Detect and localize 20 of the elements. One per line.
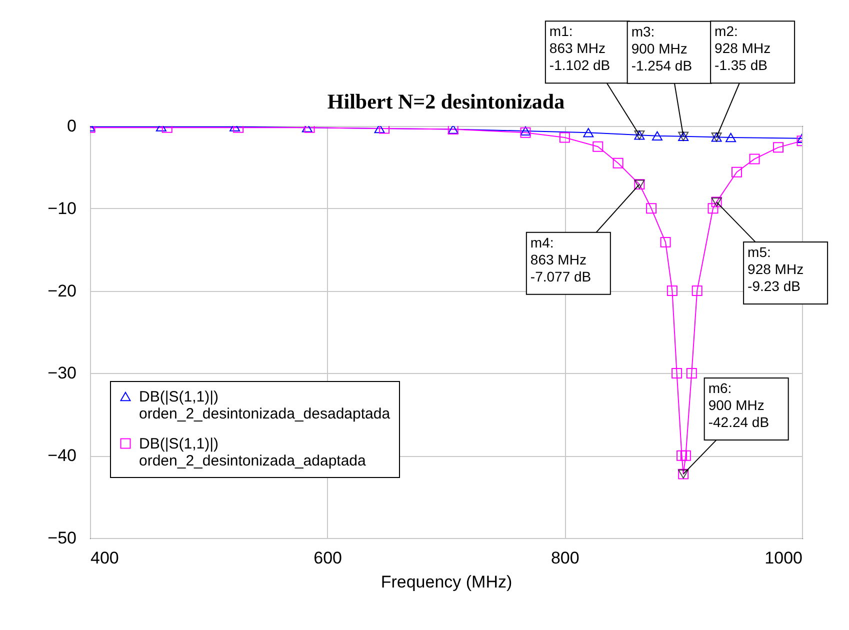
- y-tick-label: −30: [48, 364, 76, 383]
- y-tick-label: −50: [48, 528, 76, 548]
- x-tick-label: 400: [90, 548, 119, 568]
- annotation: m3: 900 MHz -1.254 dB: [631, 23, 692, 74]
- chart-title: Hilbert N=2 desintonizada: [327, 90, 566, 114]
- y-tick-label: −20: [48, 281, 76, 300]
- x-tick-label: 1000: [764, 548, 802, 568]
- x-axis-title: Frequency (MHz): [380, 572, 512, 592]
- annotation: m5: 928 MHz -9.23 dB: [748, 244, 804, 294]
- y-tick-label: 0: [67, 116, 76, 136]
- annotation: m2: 928 MHz -1.35 dB: [714, 23, 771, 74]
- x-tick-label: 600: [314, 548, 342, 568]
- legend-label: DB(|S(1,1)|) orden_2_desintonizada_adaptada: [139, 436, 367, 470]
- annotation: m6: 900 MHz -42.24 dB: [708, 380, 770, 430]
- y-tick-label: −10: [48, 198, 76, 218]
- y-tick-label: −40: [48, 446, 76, 466]
- x-tick-label: 800: [550, 548, 580, 568]
- annotation: m4: 863 MHz -7.077 dB: [530, 234, 592, 284]
- annotation: m1: 863 MHz -1.102 dB: [549, 23, 610, 74]
- legend-label: DB(|S(1,1)|) orden_2_desintonizada_desadaptada: [139, 388, 391, 422]
